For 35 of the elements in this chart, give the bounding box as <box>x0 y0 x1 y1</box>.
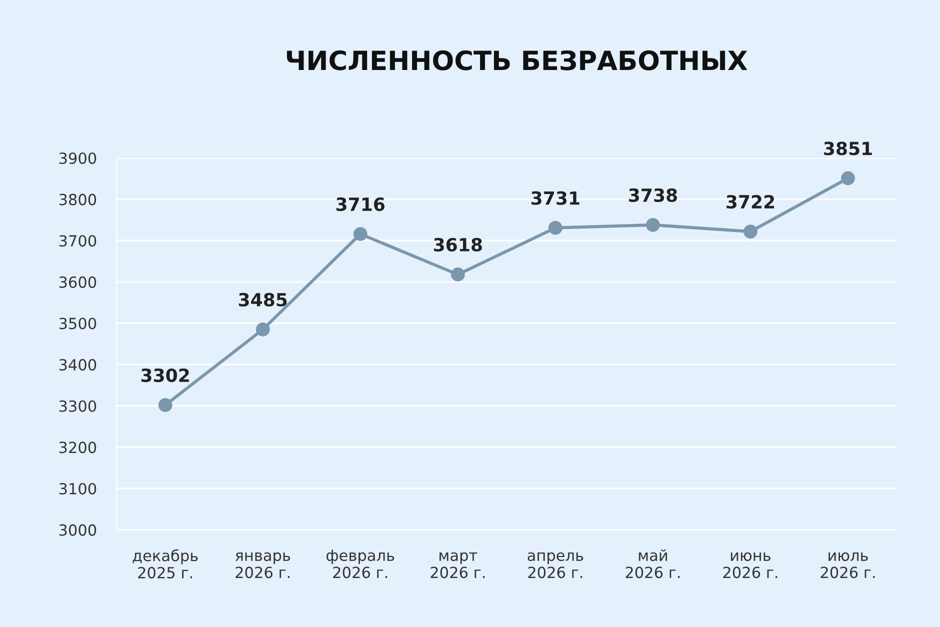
x-tick-label: декабрь 2025 г. <box>132 549 198 578</box>
y-tick-label: 3000 <box>59 524 96 536</box>
data-label: 3851 <box>824 142 872 156</box>
y-tick-label: 3600 <box>59 276 96 288</box>
x-tick-label: февраль 2026 г. <box>326 550 394 578</box>
point <box>158 398 172 412</box>
y-tick-label: 3400 <box>59 359 96 371</box>
y-tick-label: 3200 <box>59 442 96 454</box>
data-label: 3731 <box>532 191 580 205</box>
y-tick-label: 3500 <box>59 318 96 330</box>
x-tick-label: январь 2026 г. <box>236 552 290 578</box>
point <box>450 268 465 282</box>
y-tick-label: 3900 <box>59 152 96 164</box>
y-tick-label: 3800 <box>59 194 96 206</box>
point <box>256 322 270 336</box>
data-label: 3738 <box>629 188 677 202</box>
point <box>646 218 660 232</box>
chart-title: ЧИСЛЕННОСТЬ БЕЗРАБОТНЫХ <box>286 50 748 70</box>
data-label: 3722 <box>726 194 774 209</box>
point <box>744 224 758 238</box>
data-label: 3716 <box>336 197 385 212</box>
data-label: 3485 <box>238 292 287 307</box>
point <box>353 227 368 241</box>
x-tick-label: июнь 2026 г. <box>723 552 778 578</box>
point <box>841 171 855 186</box>
y-tick-label: 3300 <box>59 400 96 412</box>
x-tick-label: июль 2026 г. <box>820 552 875 578</box>
x-tick-label: март 2026 г. <box>430 552 485 578</box>
x-tick-label: апрель 2026 г. <box>528 552 584 578</box>
x-tick-label: май 2026 г. <box>626 549 680 578</box>
y-tick-label: 3700 <box>59 235 96 247</box>
data-label: 3302 <box>141 368 189 382</box>
y-tick-label: 3100 <box>59 482 96 495</box>
point <box>548 220 562 235</box>
data-label: 3618 <box>434 238 482 252</box>
